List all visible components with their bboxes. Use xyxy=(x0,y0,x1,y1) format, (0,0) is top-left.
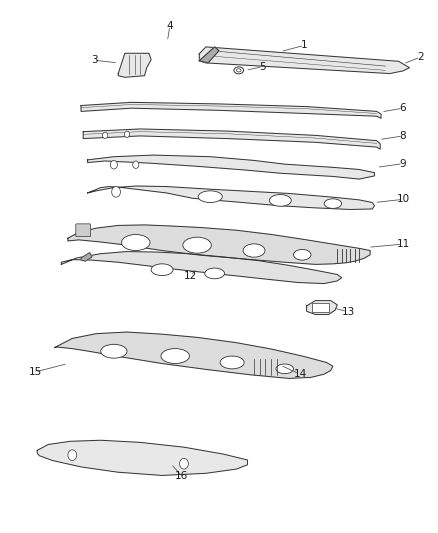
Polygon shape xyxy=(118,53,151,77)
FancyBboxPatch shape xyxy=(76,224,91,237)
Ellipse shape xyxy=(198,191,222,203)
Text: 9: 9 xyxy=(399,159,406,168)
Text: 12: 12 xyxy=(184,271,197,280)
Polygon shape xyxy=(199,47,219,63)
Polygon shape xyxy=(55,332,333,378)
Ellipse shape xyxy=(161,349,190,364)
Ellipse shape xyxy=(243,244,265,257)
Ellipse shape xyxy=(269,195,291,206)
Polygon shape xyxy=(81,102,381,118)
Text: 14: 14 xyxy=(293,369,307,379)
Text: 8: 8 xyxy=(399,131,406,141)
Text: 3: 3 xyxy=(91,55,98,65)
Polygon shape xyxy=(307,301,337,314)
Polygon shape xyxy=(88,186,374,209)
Polygon shape xyxy=(88,155,374,179)
Circle shape xyxy=(180,458,188,469)
Text: 11: 11 xyxy=(396,239,410,249)
Polygon shape xyxy=(81,253,92,261)
Text: 13: 13 xyxy=(342,307,355,317)
Polygon shape xyxy=(61,252,342,284)
Ellipse shape xyxy=(220,356,244,369)
Text: 15: 15 xyxy=(28,367,42,377)
Polygon shape xyxy=(199,47,410,74)
Circle shape xyxy=(112,187,120,197)
Ellipse shape xyxy=(151,264,173,276)
Polygon shape xyxy=(83,129,380,149)
Circle shape xyxy=(68,450,77,461)
Text: 4: 4 xyxy=(166,21,173,30)
Circle shape xyxy=(102,132,108,139)
Ellipse shape xyxy=(276,364,293,374)
Text: 6: 6 xyxy=(399,103,406,113)
Text: 1: 1 xyxy=(301,41,308,50)
Text: 2: 2 xyxy=(417,52,424,62)
Bar xyxy=(312,303,328,312)
Circle shape xyxy=(110,160,117,169)
Ellipse shape xyxy=(121,235,150,251)
Ellipse shape xyxy=(183,237,212,253)
Circle shape xyxy=(124,131,130,138)
Circle shape xyxy=(133,161,139,168)
Ellipse shape xyxy=(205,268,224,279)
Text: 10: 10 xyxy=(396,195,410,204)
Ellipse shape xyxy=(101,344,127,358)
Text: 16: 16 xyxy=(175,471,188,481)
Polygon shape xyxy=(68,225,370,264)
Ellipse shape xyxy=(293,249,311,260)
Text: 5: 5 xyxy=(259,62,266,71)
Polygon shape xyxy=(37,440,247,475)
Ellipse shape xyxy=(324,199,342,208)
